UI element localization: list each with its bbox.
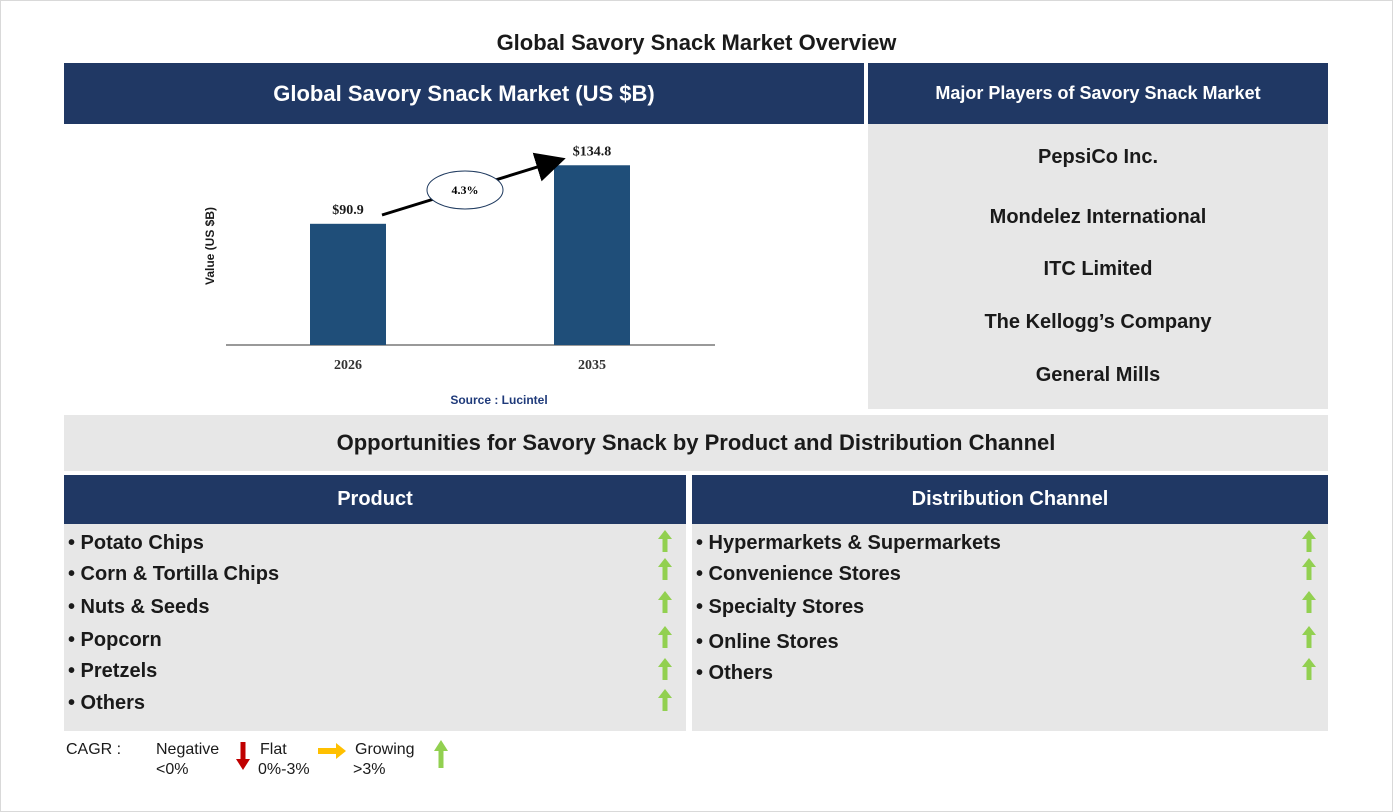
legend-negative-label: Negative: [156, 741, 220, 758]
distribution-item: • Specialty Stores: [696, 596, 865, 618]
green-up-arrow-icon: [658, 689, 672, 711]
green-up-arrow-icon: [658, 626, 672, 648]
green-up-arrow-icon: [1302, 530, 1316, 552]
chart-header: Global Savory Snack Market (US $B): [64, 63, 864, 124]
product-header: Product: [64, 475, 686, 524]
bar-value-label: $134.8: [573, 144, 612, 159]
product-panel: • Potato Chips • Corn & Tortilla Chips •…: [64, 524, 686, 731]
yellow-right-arrow-icon: [318, 743, 346, 759]
x-tick-label: 2035: [578, 358, 606, 373]
legend-flat-label: Flat: [260, 741, 287, 758]
bar-2035: [554, 165, 630, 345]
chart-header-label: Global Savory Snack Market (US $B): [273, 80, 655, 106]
legend-flat-range: 0%-3%: [258, 761, 310, 778]
players-header-label: Major Players of Savory Snack Market: [935, 83, 1261, 103]
green-up-arrow-icon: [434, 740, 448, 768]
green-up-arrow-icon: [1302, 591, 1316, 613]
players-panel: PepsiCo Inc. Mondelez International ITC …: [868, 124, 1328, 409]
legend-growing-label: Growing: [355, 741, 415, 758]
page-title: Global Savory Snack Market Overview: [496, 30, 897, 55]
legend-label: CAGR :: [66, 741, 122, 758]
product-item: • Others: [68, 692, 146, 714]
player-item: General Mills: [1035, 364, 1161, 386]
legend-negative-range: <0%: [156, 761, 189, 778]
green-up-arrow-icon: [1302, 658, 1316, 680]
cagr-ellipse: [426, 170, 504, 210]
x-tick-label: 2026: [334, 358, 362, 373]
green-up-arrow-icon: [658, 591, 672, 613]
opportunities-header: Opportunities for Savory Snack by Produc…: [64, 415, 1328, 471]
green-up-arrow-icon: [1302, 558, 1316, 580]
distribution-header-label: Distribution Channel: [911, 488, 1109, 510]
distribution-item: • Online Stores: [696, 631, 839, 653]
distribution-panel: • Hypermarkets & Supermarkets • Convenie…: [692, 524, 1328, 731]
distribution-header: Distribution Channel: [692, 475, 1328, 524]
distribution-item: • Others: [696, 662, 774, 684]
bar-2026: [310, 223, 386, 345]
player-item: Mondelez International: [989, 206, 1207, 228]
players-header: Major Players of Savory Snack Market: [868, 63, 1328, 124]
y-axis-label: Value (US $B): [203, 207, 217, 285]
product-item: • Pretzels: [68, 660, 158, 682]
product-header-label: Product: [337, 488, 413, 510]
green-up-arrow-icon: [658, 658, 672, 680]
product-item: • Popcorn: [68, 629, 162, 651]
bar-value-label: $90.9: [332, 203, 364, 218]
legend-growing-range: >3%: [353, 761, 386, 778]
chart-source: Source : Lucintel: [450, 393, 547, 407]
distribution-item: • Hypermarkets & Supermarkets: [696, 532, 1001, 554]
player-item: The Kellogg’s Company: [984, 311, 1212, 333]
player-item: ITC Limited: [1043, 258, 1153, 280]
product-item: • Corn & Tortilla Chips: [68, 563, 280, 585]
opportunities-header-label: Opportunities for Savory Snack by Produc…: [336, 430, 1056, 455]
green-up-arrow-icon: [658, 530, 672, 552]
player-item: PepsiCo Inc.: [1037, 146, 1159, 168]
distribution-item: • Convenience Stores: [696, 563, 901, 585]
green-up-arrow-icon: [658, 558, 672, 580]
red-down-arrow-icon: [236, 742, 250, 770]
cagr-label: 4.3%: [452, 183, 479, 197]
product-item: • Potato Chips: [68, 532, 204, 554]
market-bar-chart: Value (US $B) $90.9 2026 $134.8 2035 4.3% S…: [203, 144, 715, 407]
green-up-arrow-icon: [1302, 626, 1316, 648]
product-item: • Nuts & Seeds: [68, 596, 210, 618]
